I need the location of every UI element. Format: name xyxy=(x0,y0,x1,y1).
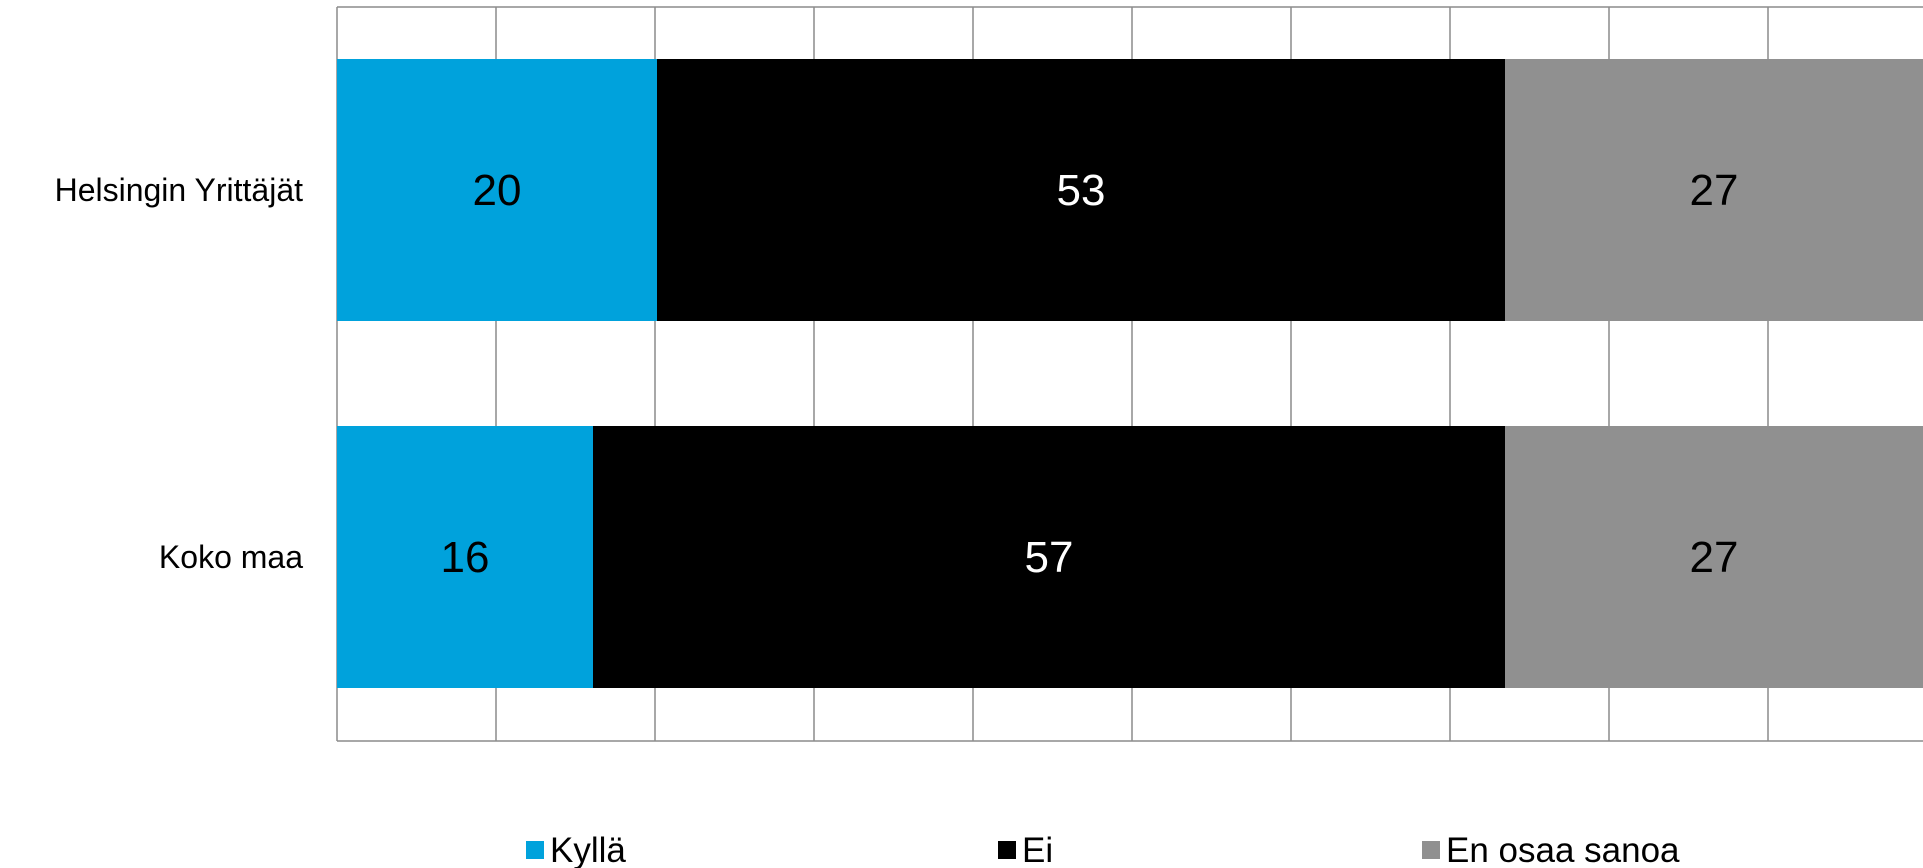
bar-segment-en-osaa-sanoa xyxy=(1505,426,1923,688)
bar-segment-kyllä xyxy=(337,59,657,321)
legend-swatch xyxy=(998,841,1016,859)
category-label: Helsingin Yrittäjät xyxy=(55,172,304,208)
legend-label: En osaa sanoa xyxy=(1446,831,1680,868)
legend-label: Kyllä xyxy=(550,831,626,868)
category-labels: Helsingin Yrittäjät Koko maa xyxy=(55,172,304,575)
bar-segment-ei xyxy=(593,426,1505,688)
bar-segment-kyllä xyxy=(337,426,593,688)
data-label: 27 xyxy=(1690,166,1739,215)
legend-label: Ei xyxy=(1022,831,1053,868)
data-label: 53 xyxy=(1057,166,1106,215)
data-label: 57 xyxy=(1025,533,1074,582)
legend-swatch xyxy=(1422,841,1440,859)
bar-segment-en-osaa-sanoa xyxy=(1505,59,1923,321)
data-label: 20 xyxy=(473,166,522,215)
legend: Kyllä Ei En osaa sanoa xyxy=(526,831,1680,868)
legend-swatch xyxy=(526,841,544,859)
bar-segment-ei xyxy=(657,59,1505,321)
category-label: Koko maa xyxy=(159,539,303,575)
data-label: 16 xyxy=(441,533,490,582)
bars: 20 53 27 16 57 27 xyxy=(337,59,1923,688)
data-label: 27 xyxy=(1690,533,1739,582)
